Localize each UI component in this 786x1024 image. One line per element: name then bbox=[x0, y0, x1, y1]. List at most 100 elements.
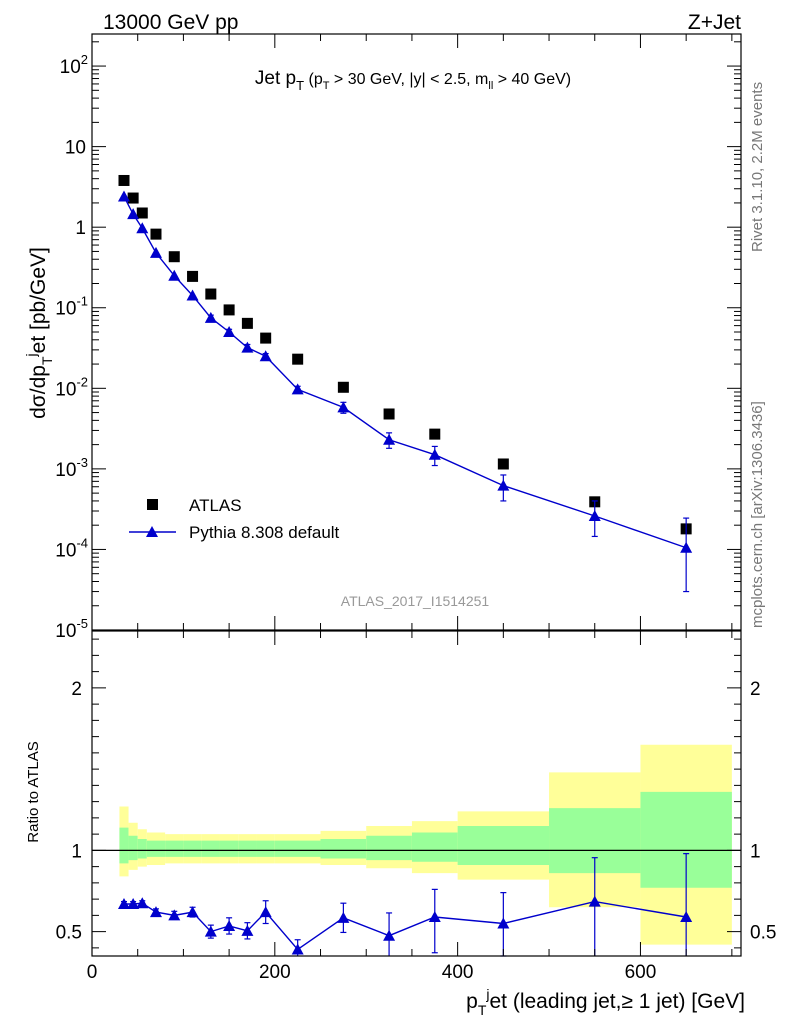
ratio-point bbox=[383, 929, 396, 941]
y-tick-label: 10-5 bbox=[55, 616, 88, 642]
ratio-y-tick-label-right: 1 bbox=[750, 841, 761, 862]
atlas-point bbox=[260, 332, 272, 344]
pythia-point bbox=[259, 350, 272, 362]
atlas-point bbox=[136, 207, 148, 219]
ratio-axis-ticks bbox=[91, 631, 741, 956]
pythia-point bbox=[204, 311, 217, 323]
main-y-tick-labels: 10-5 10-4 10-3 10-2 10-1 1 10 102 bbox=[55, 52, 88, 642]
atlas-point bbox=[187, 270, 199, 282]
x-axis-label: pTjet (leading jet,≥ 1 jet) [GeV] bbox=[466, 986, 745, 1018]
pythia-point bbox=[127, 208, 140, 220]
ratio-y-tick-label-right: 2 bbox=[750, 679, 761, 700]
x-tick-label: 400 bbox=[442, 962, 474, 983]
atlas-point bbox=[383, 408, 395, 420]
mcplots-label: mcplots.cern.ch [arXiv:1306.3436] bbox=[749, 401, 766, 628]
header-right: Z+Jet bbox=[688, 11, 741, 34]
ratio-point bbox=[680, 911, 693, 922]
y-tick-label: 10-2 bbox=[55, 374, 88, 400]
ratio-point bbox=[168, 909, 181, 921]
inner-band bbox=[146, 840, 166, 857]
header-left: 13000 GeV pp bbox=[103, 11, 238, 34]
ratio-y-tick-label: 2 bbox=[71, 679, 82, 700]
y-tick-label: 1 bbox=[75, 218, 86, 239]
watermark: ATLAS_2017_I1514251 bbox=[341, 593, 490, 609]
ratio-point bbox=[117, 898, 130, 909]
inner-band bbox=[238, 840, 257, 857]
ratio-tick-labels: 0.5 0.5 1 1 2 2 0 200 400 600 bbox=[56, 679, 777, 983]
legend-atlas-label: ATLAS bbox=[189, 496, 242, 515]
atlas-point bbox=[168, 251, 180, 263]
legend-atlas-marker bbox=[147, 499, 158, 510]
rivet-label: Rivet 3.1.10, 2.2M events bbox=[749, 82, 766, 252]
inner-band bbox=[137, 839, 147, 859]
ratio-point bbox=[241, 924, 254, 936]
inner-band bbox=[183, 840, 202, 857]
pythia-point bbox=[149, 246, 162, 258]
pythia-point bbox=[428, 448, 441, 460]
atlas-point bbox=[118, 174, 130, 186]
ratio-frame bbox=[91, 630, 742, 957]
ratio-point bbox=[223, 919, 236, 931]
y-tick-label: 10 bbox=[65, 138, 86, 159]
main-y-axis-label: dσ/dpTjet [pb/GeV] bbox=[23, 247, 55, 419]
ratio-point bbox=[588, 895, 601, 907]
x-tick-label: 600 bbox=[625, 962, 657, 983]
ratio-point bbox=[136, 897, 149, 909]
ratio-point bbox=[204, 925, 217, 937]
atlas-point bbox=[150, 228, 162, 240]
inner-band bbox=[256, 840, 275, 857]
inner-band bbox=[411, 832, 458, 862]
inner-band bbox=[320, 839, 367, 859]
ratio-point bbox=[291, 943, 304, 955]
pythia-point bbox=[223, 326, 236, 337]
ratio-panel: 0.5 0.5 1 1 2 2 0 200 400 600 Ratio to ATLAS pTje… bbox=[25, 630, 777, 1018]
pythia-point bbox=[117, 190, 130, 202]
inner-band bbox=[119, 827, 129, 864]
x-tick-label: 200 bbox=[259, 962, 291, 983]
main-data-layer bbox=[117, 174, 693, 593]
y-tick-label: 10-4 bbox=[55, 535, 88, 561]
inner-band bbox=[219, 840, 239, 857]
legend-pythia-marker bbox=[146, 526, 158, 537]
legend-pythia-label: Pythia 8.308 default bbox=[189, 523, 340, 542]
y-tick-label: 102 bbox=[60, 52, 88, 78]
atlas-point bbox=[241, 317, 253, 329]
ratio-point bbox=[428, 911, 441, 922]
ratio-data-layer bbox=[117, 853, 693, 957]
pythia-point bbox=[337, 401, 350, 413]
atlas-point bbox=[337, 381, 349, 393]
inner-band bbox=[274, 840, 321, 857]
pythia-point bbox=[383, 433, 396, 445]
ratio-point bbox=[186, 906, 199, 918]
pythia-point bbox=[497, 479, 510, 491]
ratio-point bbox=[337, 911, 350, 923]
y-tick-label: 10-1 bbox=[55, 294, 88, 320]
atlas-point bbox=[497, 458, 509, 470]
pythia-point bbox=[241, 341, 254, 353]
atlas-point bbox=[205, 288, 217, 300]
ratio-point bbox=[149, 906, 162, 918]
atlas-point bbox=[127, 192, 139, 204]
inner-band bbox=[366, 835, 412, 861]
main-title: Jet pT (pT > 30 GeV, |y| < 2.5, mll > 40… bbox=[255, 68, 571, 93]
atlas-point bbox=[429, 428, 441, 440]
ratio-bands bbox=[119, 744, 732, 945]
main-panel: 10-5 10-4 10-3 10-2 10-1 1 10 102 Jet pT (pT > … bbox=[23, 33, 742, 642]
y-tick-label: 10-3 bbox=[55, 455, 88, 481]
ratio-point bbox=[497, 917, 510, 929]
pythia-point bbox=[168, 269, 181, 281]
ratio-y-tick-label: 1 bbox=[71, 841, 82, 862]
inner-band bbox=[457, 826, 550, 865]
atlas-point bbox=[292, 353, 304, 365]
pythia-point bbox=[680, 541, 693, 553]
inner-band bbox=[165, 840, 184, 857]
inner-band bbox=[128, 835, 138, 861]
pythia-point bbox=[588, 510, 601, 522]
pythia-point bbox=[136, 222, 149, 234]
pythia-point bbox=[186, 289, 199, 301]
legend: ATLAS Pythia 8.308 default bbox=[129, 496, 340, 542]
ratio-y-tick-label-right: 0.5 bbox=[750, 923, 776, 944]
ratio-y-tick-label: 0.5 bbox=[56, 923, 82, 944]
atlas-point bbox=[223, 304, 235, 316]
